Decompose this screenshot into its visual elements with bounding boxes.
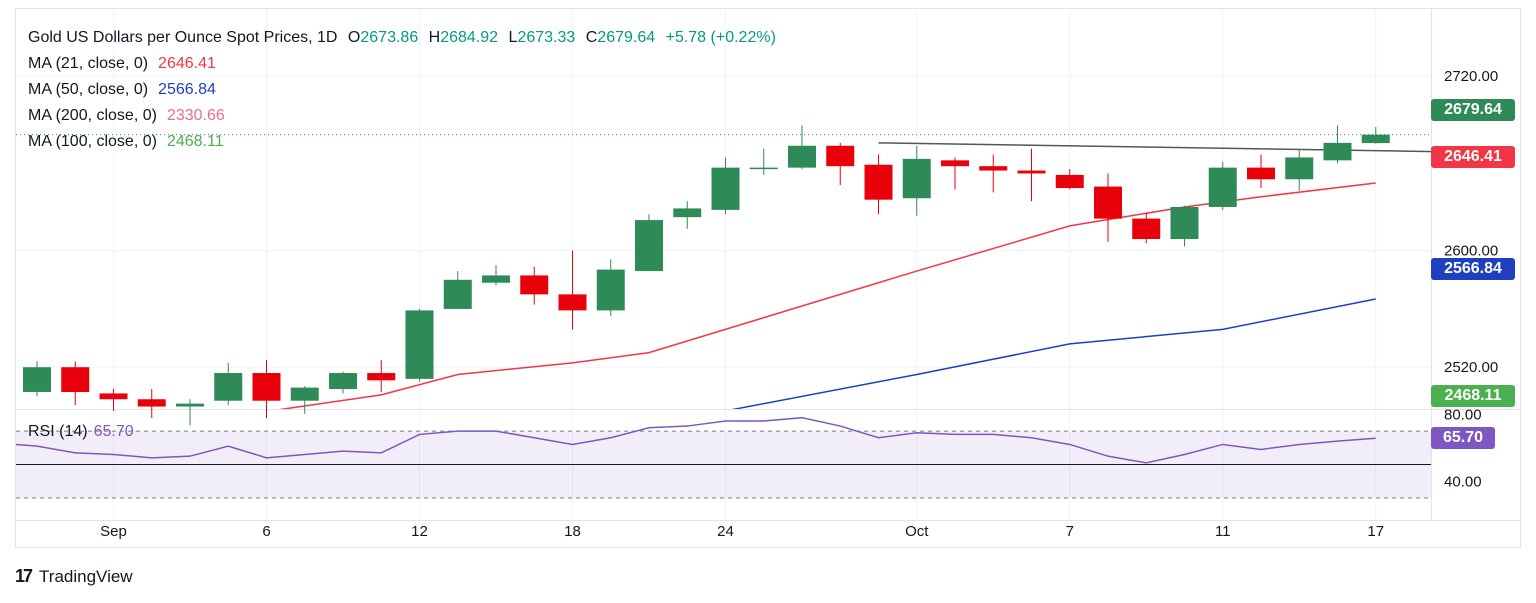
candle-body: [1094, 186, 1122, 219]
rsi-value: 65.70: [93, 423, 134, 440]
time-tick-label: 24: [717, 523, 734, 540]
change-value: +5.78 (+0.22%): [665, 29, 776, 46]
candle-body: [1170, 206, 1199, 240]
rsi-label: RSI (14): [28, 423, 88, 440]
time-tick-label: 18: [564, 523, 581, 540]
candle-body: [979, 166, 1008, 171]
open-value: 2673.86: [360, 29, 419, 46]
candle-body: [749, 167, 778, 170]
close-price-badge: 2679.64: [1431, 99, 1515, 121]
time-tick-label: 11: [1215, 523, 1231, 540]
candle-body: [252, 373, 281, 401]
candle-body: [788, 145, 816, 168]
ma50-label: MA (50, close, 0): [28, 81, 149, 98]
candle-body: [99, 393, 128, 400]
high-value: 2684.92: [440, 29, 499, 46]
candle-body: [635, 220, 663, 272]
candle-body: [1055, 174, 1084, 189]
candle-body: [596, 269, 625, 311]
price-tick-label: 2600.00: [1444, 243, 1498, 260]
symbol-title: Gold US Dollars per Ounce Spot Prices, 1…: [28, 29, 338, 46]
candle-body: [902, 158, 931, 199]
candle-body: [1247, 167, 1275, 180]
tradingview-logo-icon: 17: [15, 566, 33, 586]
time-tick-label: 12: [411, 523, 428, 540]
rsi-pane: [15, 416, 1431, 499]
ohlc-legend: Gold US Dollars per Ounce Spot Prices, 1…: [28, 29, 782, 47]
candle-body: [941, 160, 969, 167]
candle-body: [673, 208, 702, 218]
ma50-value: 2566.84: [158, 81, 216, 98]
ma50-badge: 2566.84: [1431, 258, 1515, 280]
time-tick-label: 7: [1066, 523, 1074, 540]
candle-body: [864, 164, 893, 200]
brand-name: TradingView: [39, 566, 133, 586]
low-value: 2673.33: [517, 29, 576, 46]
candle-body: [214, 373, 243, 401]
ma21-value: 2646.41: [158, 55, 216, 72]
ma200-label: MA (200, close, 0): [28, 107, 157, 124]
candle-body: [1132, 218, 1161, 240]
rsi-line: [15, 416, 1376, 464]
time-tick-label: 6: [262, 523, 270, 540]
indicator-ma21[interactable]: MA (21, close, 0) 2646.41: [28, 55, 222, 73]
footer-brand[interactable]: 17 TradingView: [15, 566, 133, 587]
candle-body: [1017, 170, 1046, 174]
candle-body: [1208, 167, 1237, 207]
price-tick-label: 2520.00: [1444, 359, 1498, 376]
candle-body: [1361, 134, 1390, 144]
candle-body: [176, 403, 204, 407]
time-tick-label: Oct: [905, 523, 929, 540]
ma100-badge: 2468.11: [1431, 385, 1515, 407]
ma21-badge: 2646.41: [1431, 146, 1515, 168]
candle-body: [482, 275, 510, 283]
candle-body: [711, 167, 740, 210]
candle-body: [405, 310, 434, 379]
close-label: C: [585, 29, 598, 46]
candle-body: [558, 294, 587, 311]
candle-body: [329, 373, 357, 390]
candles: [23, 125, 1390, 426]
candle-body: [23, 367, 51, 392]
ma200-value: 2330.66: [166, 107, 225, 124]
candle-body: [290, 387, 319, 401]
rsi-tick-label: 80.00: [1444, 406, 1482, 423]
candle-body: [367, 373, 396, 381]
time-tick-label: Sep: [100, 523, 127, 540]
candle-body: [1323, 142, 1352, 161]
indicator-rsi[interactable]: RSI (14) 65.70: [28, 423, 140, 441]
candle-body: [443, 279, 472, 309]
indicator-ma100[interactable]: MA (100, close, 0) 2468.11: [28, 133, 230, 151]
open-label: O: [347, 29, 361, 46]
price-tick-label: 2720.00: [1444, 68, 1498, 85]
time-tick-label: 17: [1367, 523, 1384, 540]
candle-body: [137, 399, 166, 407]
indicator-ma50[interactable]: MA (50, close, 0) 2566.84: [28, 81, 222, 99]
axes: 2720.00 2600.00 2520.00 80.00 40.00 Sep 6 12 18 2…: [16, 68, 1520, 540]
close-value: 2679.64: [597, 29, 656, 46]
rsi-tick-label: 40.00: [1444, 473, 1482, 490]
rsi-badge: 65.70: [1431, 427, 1495, 449]
ma21-label: MA (21, close, 0): [28, 55, 149, 72]
high-label: H: [428, 29, 441, 46]
candle-body: [520, 275, 549, 295]
ma50-line: [731, 298, 1376, 409]
candle-body: [1285, 157, 1314, 180]
candle-body: [61, 367, 90, 392]
ma100-value: 2468.11: [166, 133, 224, 150]
candle-body: [826, 145, 855, 167]
low-label: L: [508, 29, 518, 46]
ma100-label: MA (100, close, 0): [28, 133, 157, 150]
indicator-ma200[interactable]: MA (200, close, 0) 2330.66: [28, 107, 231, 125]
